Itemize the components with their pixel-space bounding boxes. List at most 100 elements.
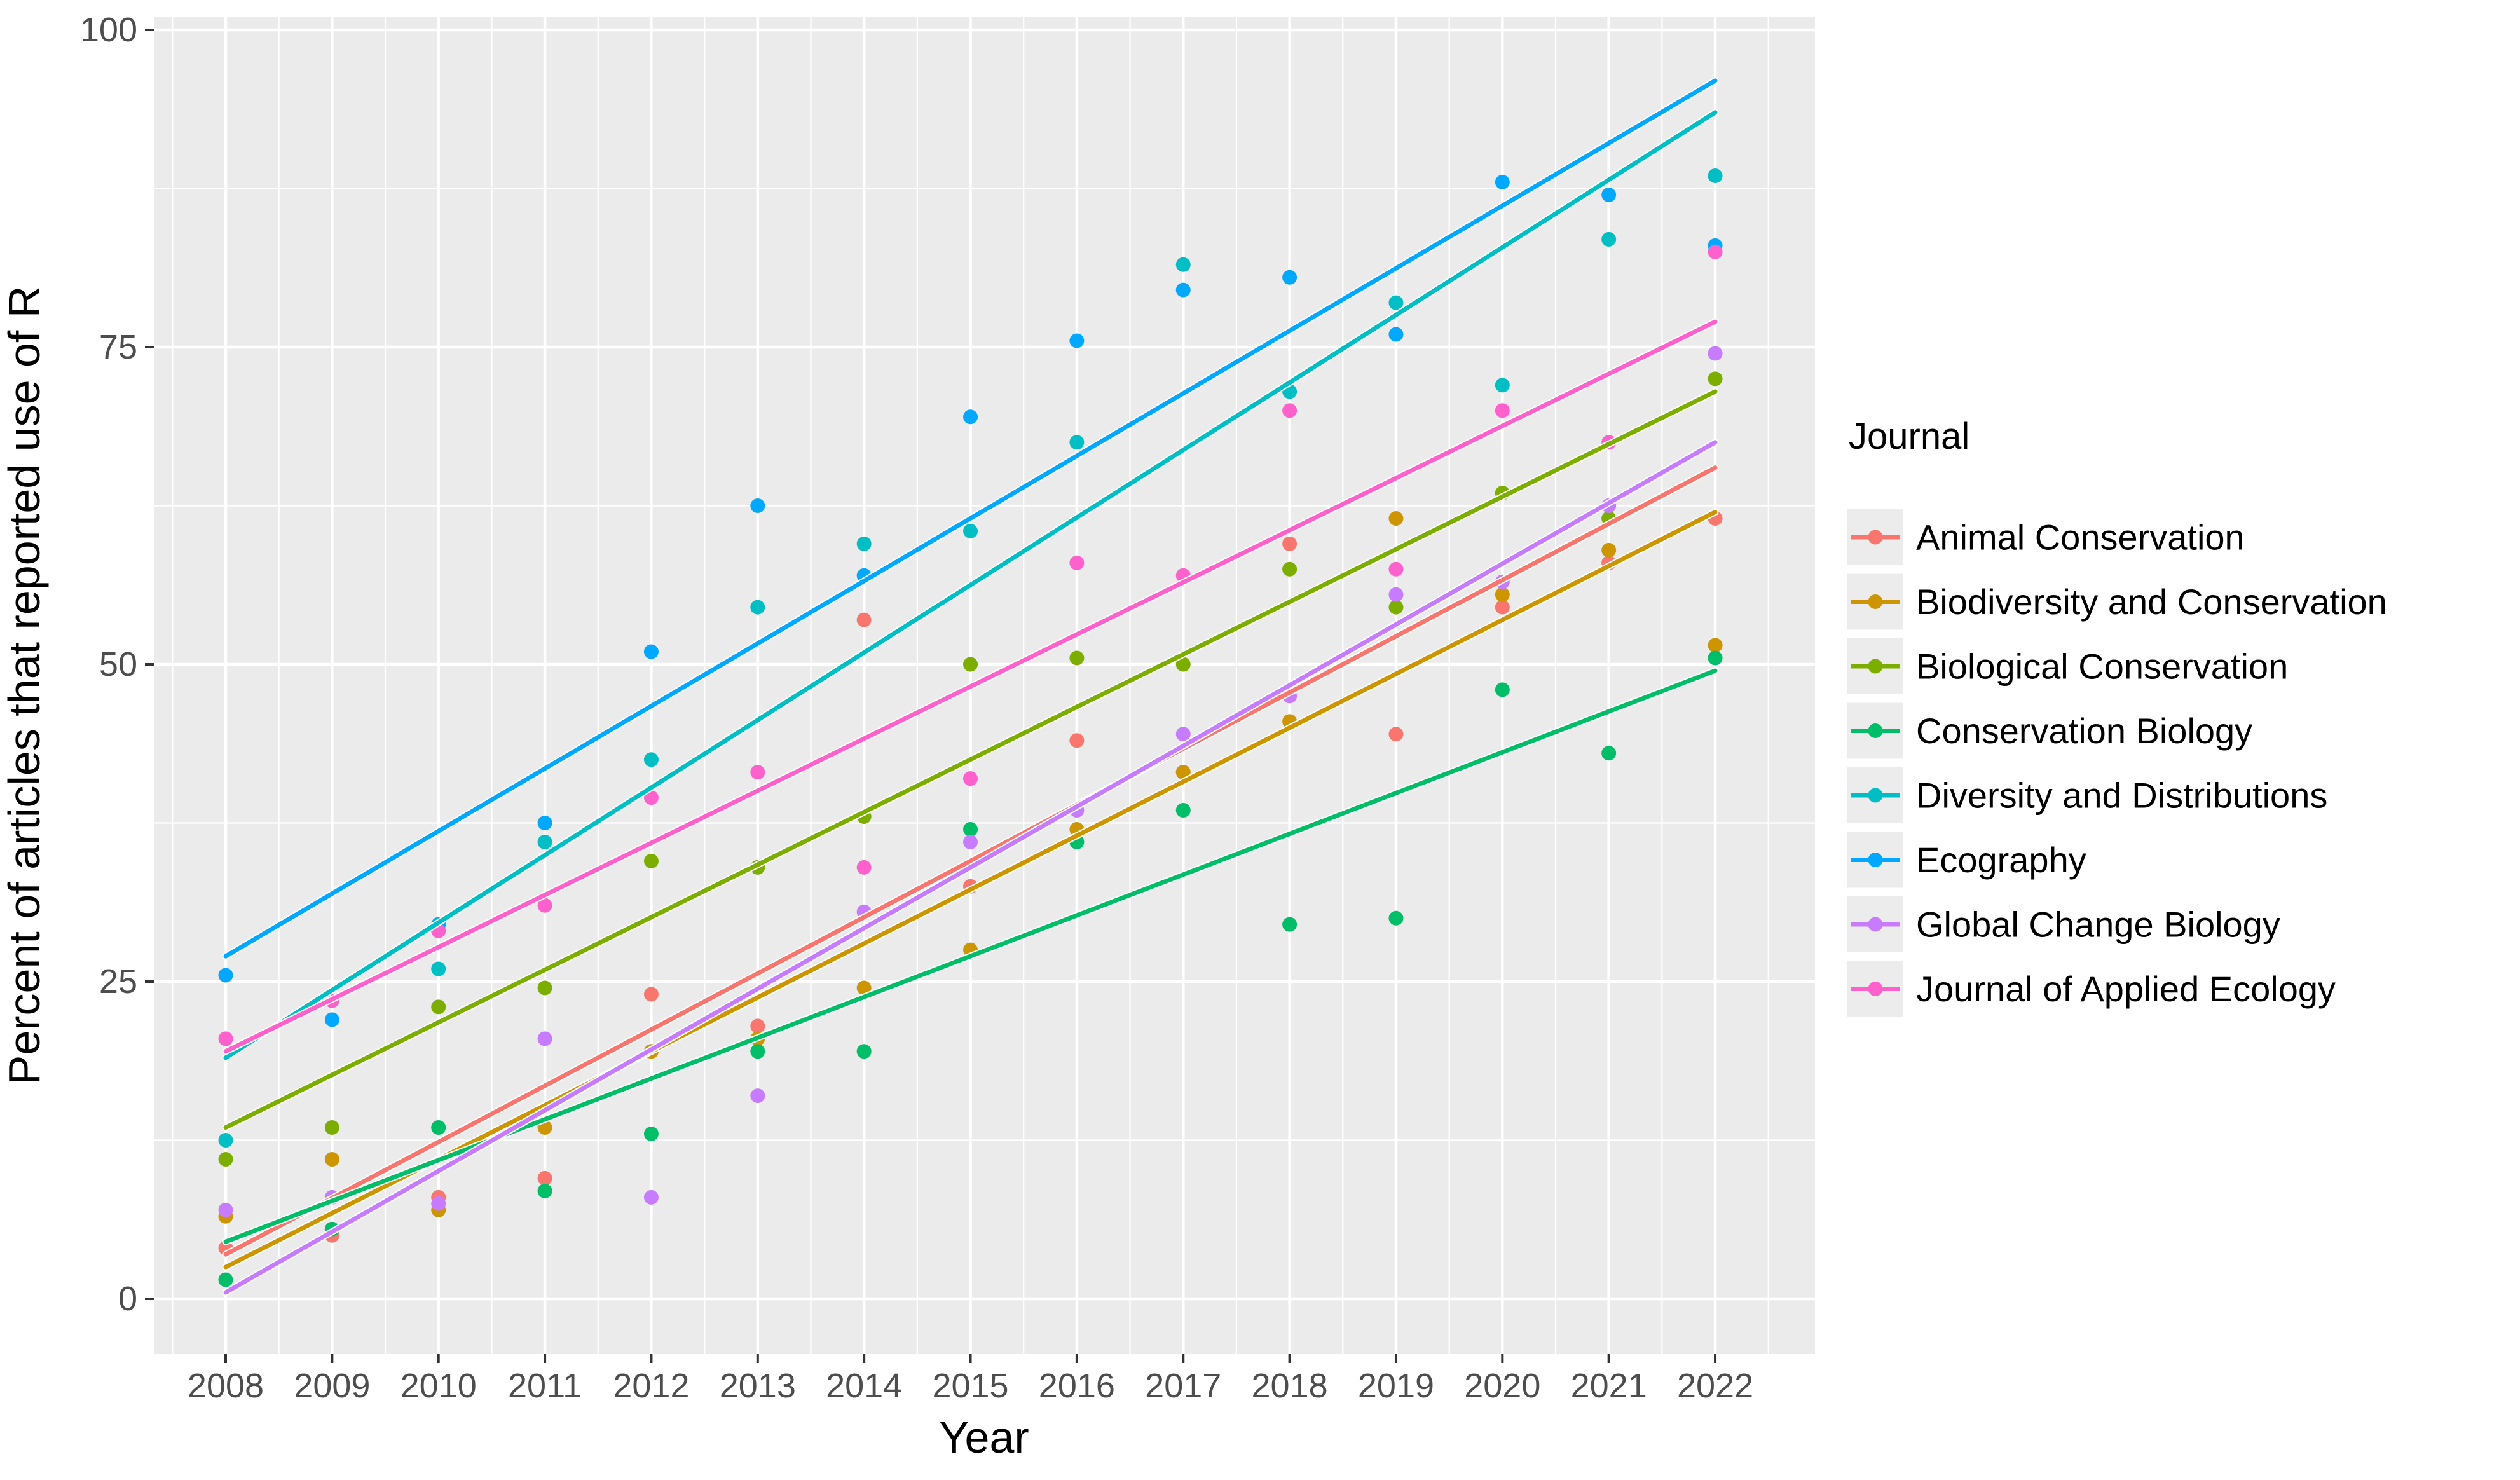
data-point xyxy=(1388,910,1404,926)
data-point xyxy=(750,600,765,615)
data-point xyxy=(537,980,552,996)
data-point xyxy=(856,612,872,627)
data-point xyxy=(1069,733,1085,748)
data-point xyxy=(1601,187,1617,202)
data-point xyxy=(1175,257,1191,272)
data-point xyxy=(1388,327,1404,342)
data-point xyxy=(1601,231,1617,247)
legend-item-conservation-biology: Conservation Biology xyxy=(1847,702,2252,759)
legend-key-dot xyxy=(1868,530,1883,545)
data-point xyxy=(1388,295,1404,310)
legend-item-diversity-and-distributions: Diversity and Distributions xyxy=(1847,767,2327,823)
data-point xyxy=(1708,638,1723,653)
x-tick-label: 2019 xyxy=(1358,1367,1434,1405)
data-point xyxy=(963,771,978,786)
x-tick-label: 2011 xyxy=(508,1367,582,1405)
x-tick-label: 2021 xyxy=(1571,1367,1647,1405)
data-point xyxy=(1495,403,1510,418)
data-point xyxy=(1282,561,1298,577)
y-tick-label: 75 xyxy=(99,328,137,366)
x-tick-label: 2017 xyxy=(1145,1367,1221,1405)
x-tick-label: 2010 xyxy=(401,1367,477,1405)
x-tick-label: 2013 xyxy=(720,1367,796,1405)
legend-item-label: Biodiversity and Conservation xyxy=(1916,582,2387,622)
data-point xyxy=(324,1151,339,1167)
trend-line-journal-of-applied-ecology xyxy=(223,319,1718,1054)
data-point xyxy=(431,1120,446,1135)
trend-line-animal-conservation xyxy=(223,465,1718,1257)
x-tick-label: 2008 xyxy=(188,1367,264,1405)
data-point xyxy=(218,968,233,983)
x-tick-label: 2012 xyxy=(613,1367,689,1405)
data-point xyxy=(750,765,765,780)
data-point xyxy=(1708,650,1723,666)
data-point xyxy=(1708,168,1723,184)
data-point xyxy=(643,853,659,868)
x-tick-label: 2022 xyxy=(1677,1367,1753,1405)
legend-item-ecography: Ecography xyxy=(1847,832,2086,888)
data-point xyxy=(963,821,978,837)
data-point xyxy=(1388,587,1404,602)
legend-key-dot xyxy=(1868,723,1883,738)
x-tick-label: 2018 xyxy=(1252,1367,1328,1405)
legend-item-label: Diversity and Distributions xyxy=(1916,776,2327,816)
trend-line-biodiversity-and-conservation xyxy=(223,509,1718,1270)
legend-item-label: Ecography xyxy=(1916,840,2086,880)
data-point xyxy=(1282,403,1298,418)
y-tick-label: 0 xyxy=(118,1280,137,1318)
x-tick-label: 2015 xyxy=(932,1367,1008,1405)
data-point xyxy=(856,860,872,875)
series-points-conservation-biology xyxy=(218,650,1723,1287)
data-point xyxy=(963,409,978,425)
data-point xyxy=(643,1127,659,1142)
data-point xyxy=(431,961,446,976)
legend-item-animal-conservation: Animal Conservation xyxy=(1847,509,2245,565)
data-point xyxy=(324,1012,339,1027)
data-point xyxy=(856,980,872,996)
x-tick-label: 2014 xyxy=(826,1367,902,1405)
data-point xyxy=(537,834,552,849)
legend-item-label: Biological Conservation xyxy=(1916,647,2288,687)
data-point xyxy=(1069,333,1085,348)
data-point xyxy=(1495,378,1510,393)
data-point xyxy=(1175,765,1191,780)
data-point xyxy=(1175,803,1191,818)
data-point xyxy=(1495,587,1510,602)
legend-item-biological-conservation: Biological Conservation xyxy=(1847,638,2288,694)
data-point xyxy=(537,816,552,830)
data-point xyxy=(431,999,446,1015)
legend-item-label: Journal of Applied Ecology xyxy=(1916,969,2336,1009)
data-point xyxy=(1495,600,1510,615)
data-point xyxy=(750,1088,765,1104)
data-point xyxy=(1175,282,1191,298)
data-point xyxy=(218,1202,233,1217)
y-tick-label: 25 xyxy=(99,963,137,1001)
data-point xyxy=(963,657,978,672)
legend-item-label: Conservation Biology xyxy=(1916,711,2252,751)
data-point xyxy=(856,536,872,551)
x-tick-label: 2020 xyxy=(1464,1367,1540,1405)
data-point xyxy=(431,1196,446,1211)
trend-line-conservation-biology xyxy=(223,668,1718,1244)
data-point xyxy=(1601,746,1617,761)
data-point xyxy=(643,987,659,1002)
data-point xyxy=(1495,175,1510,190)
data-point xyxy=(218,1133,233,1148)
data-point xyxy=(218,1031,233,1046)
trend-line-ecography xyxy=(223,78,1718,959)
data-point xyxy=(1282,270,1298,285)
data-point xyxy=(963,834,978,849)
data-point xyxy=(324,1120,339,1135)
data-point xyxy=(643,644,659,659)
data-point xyxy=(643,1189,659,1205)
legend-title: Journal xyxy=(1849,416,1969,457)
data-point xyxy=(1388,561,1404,577)
legend-key-dot xyxy=(1868,853,1883,867)
data-point xyxy=(1175,657,1191,672)
legend-item-label: Animal Conservation xyxy=(1916,517,2245,558)
data-point xyxy=(1282,536,1298,551)
data-point xyxy=(218,1272,233,1287)
data-point xyxy=(1069,435,1085,450)
legend-key-dot xyxy=(1868,982,1883,996)
